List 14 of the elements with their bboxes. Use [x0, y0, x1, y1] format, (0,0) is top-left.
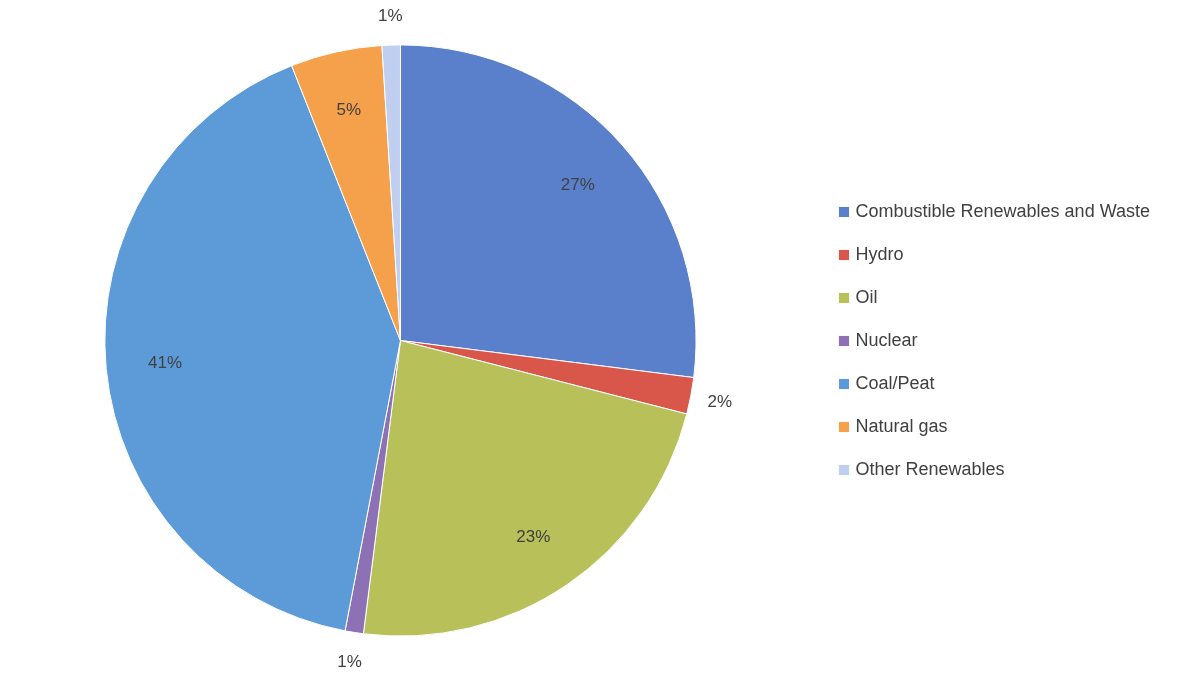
- legend-label: Oil: [855, 286, 878, 308]
- data-label: 23%: [516, 526, 551, 546]
- legend-label: Other Renewables: [855, 458, 1005, 480]
- legend-label: Natural gas: [855, 415, 948, 437]
- legend-label: Coal/Peat: [855, 372, 935, 394]
- data-label: 41%: [148, 353, 183, 373]
- data-label: 1%: [337, 652, 362, 672]
- data-label: 1%: [377, 5, 403, 25]
- legend-label: Combustible Renewables and Waste: [855, 200, 1150, 222]
- data-label: 2%: [707, 391, 733, 411]
- legend-label: Hydro: [855, 243, 904, 265]
- legend-label: Nuclear: [855, 329, 918, 351]
- data-label: 27%: [560, 174, 595, 194]
- data-label: 5%: [336, 100, 362, 120]
